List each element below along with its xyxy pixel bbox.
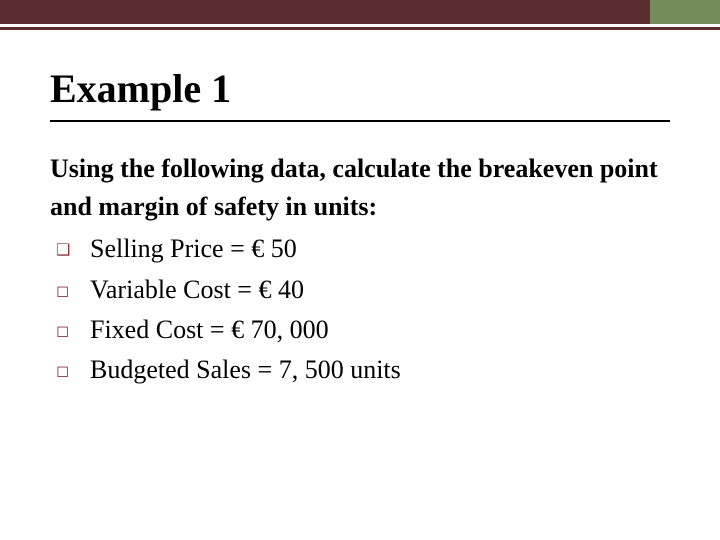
bullet-icon (56, 360, 90, 385)
heading-underline (50, 120, 670, 122)
bullet-icon (56, 320, 90, 345)
item-text: Selling Price = € 50 (90, 229, 670, 269)
item-text: Fixed Cost = € 70, 000 (90, 310, 670, 350)
list-item: Selling Price = € 50 (56, 229, 670, 269)
page-title: Example 1 (50, 65, 670, 112)
top-bar-main (0, 0, 650, 24)
bullet-icon (56, 280, 90, 305)
item-text: Budgeted Sales = 7, 500 units (90, 350, 670, 390)
list-item: Budgeted Sales = 7, 500 units (56, 350, 670, 390)
intro-text: Using the following data, calculate the … (50, 150, 670, 225)
item-text: Variable Cost = € 40 (90, 270, 670, 310)
top-bar-accent (650, 0, 720, 24)
item-list: Selling Price = € 50 Variable Cost = € 4… (50, 229, 670, 390)
slide-content: Example 1 Using the following data, calc… (0, 30, 720, 391)
list-item: Fixed Cost = € 70, 000 (56, 310, 670, 350)
top-bar (0, 0, 720, 24)
bullet-icon (56, 239, 90, 264)
list-item: Variable Cost = € 40 (56, 270, 670, 310)
